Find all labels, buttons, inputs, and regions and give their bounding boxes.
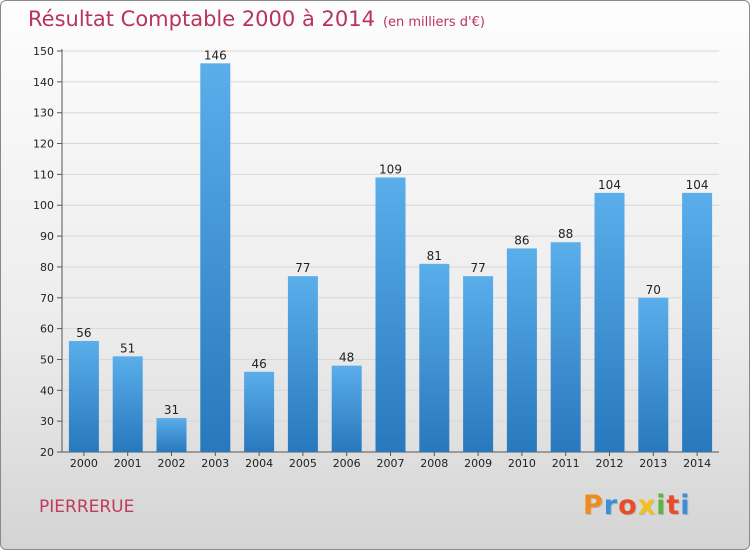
bar xyxy=(506,248,537,452)
x-tick-label: 2012 xyxy=(596,457,624,470)
x-tick-label: 2000 xyxy=(70,457,98,470)
logo-letter: r xyxy=(603,490,619,521)
x-tick-label: 2003 xyxy=(201,457,229,470)
logo-letter: P xyxy=(583,490,604,521)
x-tick-label: 2007 xyxy=(377,457,405,470)
chart-title-text: Résultat Comptable 2000 à 2014 xyxy=(28,7,375,31)
bar xyxy=(156,418,187,452)
x-tick-label: 2013 xyxy=(639,457,667,470)
chart-subtitle: (en milliers d'€) xyxy=(382,15,485,30)
bar xyxy=(200,63,231,452)
x-tick-label: 2001 xyxy=(114,457,142,470)
x-tick-label: 2005 xyxy=(289,457,317,470)
chart-title: Résultat Comptable 2000 à 2014 (en millie… xyxy=(28,7,485,31)
bar xyxy=(375,177,406,452)
logo-letter: o xyxy=(618,490,638,521)
bar xyxy=(682,192,713,452)
bar-value-label: 81 xyxy=(427,249,442,263)
y-tick-label: 40 xyxy=(40,384,54,397)
y-tick-label: 100 xyxy=(33,199,54,212)
logo-letter: x xyxy=(637,490,657,521)
bar-value-label: 104 xyxy=(686,178,709,192)
y-tick-label: 140 xyxy=(33,76,54,89)
bar-value-label: 46 xyxy=(251,357,266,371)
proxiti-logo: Proxiti xyxy=(583,490,691,521)
bar-value-label: 56 xyxy=(76,326,91,340)
y-tick-label: 150 xyxy=(33,45,54,58)
bar-value-label: 77 xyxy=(295,261,310,275)
bar-value-label: 88 xyxy=(558,227,573,241)
y-tick-label: 60 xyxy=(40,323,54,336)
x-tick-label: 2014 xyxy=(683,457,711,470)
logo-letter: i xyxy=(656,490,667,521)
bar xyxy=(287,276,318,452)
x-tick-label: 2004 xyxy=(245,457,273,470)
y-tick-label: 20 xyxy=(40,446,54,459)
bar xyxy=(419,263,450,452)
y-tick-label: 90 xyxy=(40,230,54,243)
x-tick-label: 2009 xyxy=(464,457,492,470)
bar xyxy=(68,340,99,452)
y-tick-label: 30 xyxy=(40,415,54,428)
bar-value-label: 70 xyxy=(646,283,661,297)
bar xyxy=(550,242,581,452)
y-tick-label: 130 xyxy=(33,107,54,120)
bar-value-label: 104 xyxy=(598,178,621,192)
bar xyxy=(463,276,494,452)
bar-value-label: 51 xyxy=(120,341,135,355)
x-tick-label: 2002 xyxy=(158,457,186,470)
logo-letter: t xyxy=(666,490,681,521)
bar xyxy=(244,371,275,452)
x-tick-label: 2011 xyxy=(552,457,580,470)
bar-value-label: 31 xyxy=(164,403,179,417)
y-tick-label: 50 xyxy=(40,353,54,366)
bar xyxy=(112,356,143,452)
bar-value-label: 109 xyxy=(379,162,402,176)
bar-value-label: 146 xyxy=(204,48,227,62)
y-tick-label: 110 xyxy=(33,168,54,181)
x-tick-label: 2008 xyxy=(420,457,448,470)
y-tick-label: 80 xyxy=(40,261,54,274)
bar xyxy=(638,297,669,452)
x-tick-label: 2010 xyxy=(508,457,536,470)
x-tick-label: 2006 xyxy=(333,457,361,470)
y-tick-label: 120 xyxy=(33,138,54,151)
bar-value-label: 48 xyxy=(339,351,354,365)
logo-letter: i xyxy=(680,490,691,521)
y-tick-label: 70 xyxy=(40,292,54,305)
bar-value-label: 86 xyxy=(514,233,529,247)
town-name: PIERRERUE xyxy=(39,497,135,517)
bar xyxy=(331,365,362,452)
bar xyxy=(594,192,625,452)
bar-value-label: 77 xyxy=(470,261,485,275)
